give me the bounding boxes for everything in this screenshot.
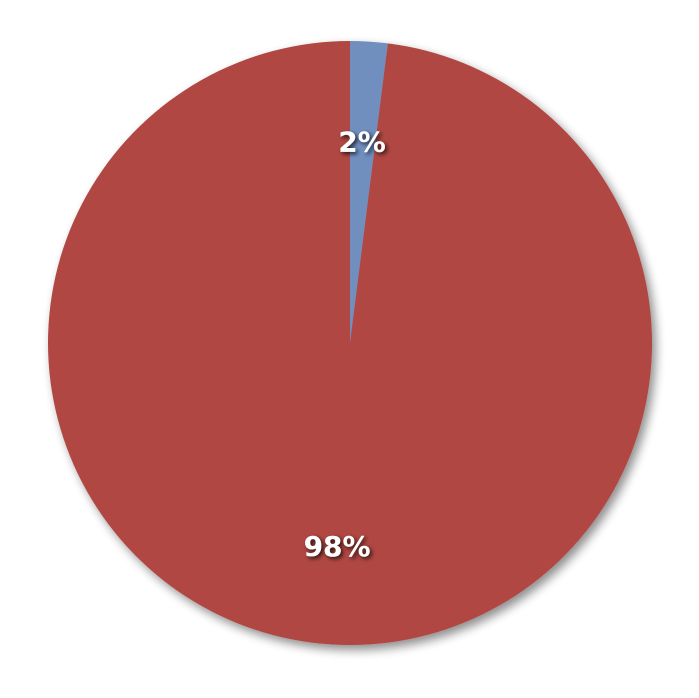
pie-labels: 2% 98% (304, 126, 386, 563)
pie-slice (350, 41, 388, 343)
pie-slice-label: 98% (304, 530, 371, 563)
pie-slice-label: 2% (338, 126, 386, 159)
pie-slices (48, 41, 653, 645)
pie-slice (48, 41, 653, 645)
